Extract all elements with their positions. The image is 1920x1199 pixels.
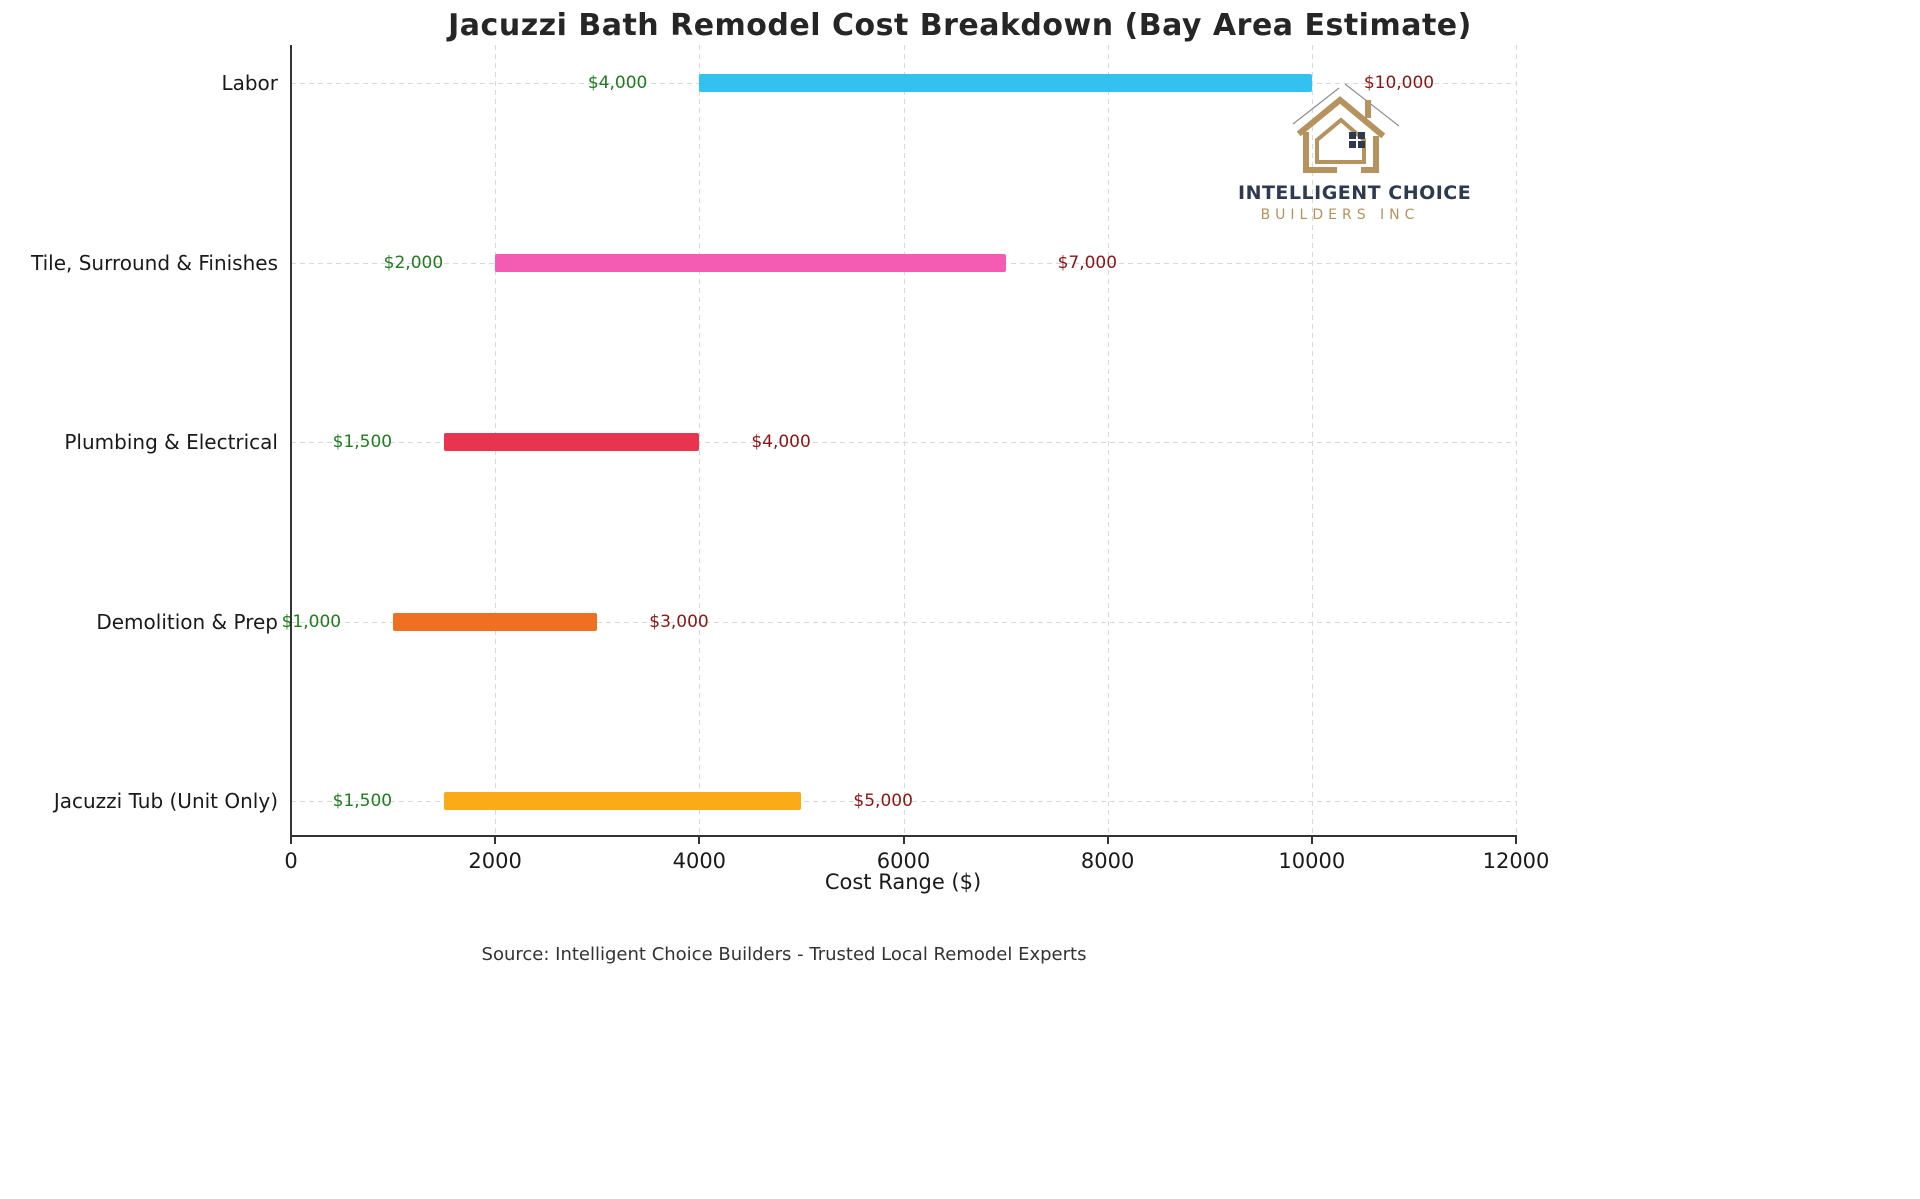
max-value-label: $4,000 [751,432,811,452]
min-value-label: $1,500 [332,432,393,452]
min-value-label: $2,000 [383,252,444,273]
x-tick-label: 0 [284,849,298,873]
max-value-label: $5,000 [853,791,913,811]
chart-title: Jacuzzi Bath Remodel Cost Breakdown (Bay… [448,8,1472,43]
range-bar [393,612,598,631]
category-label: Jacuzzi Tub (Unit Only) [53,789,278,813]
category-label: Tile, Surround & Finishes [30,250,278,275]
x-tick-mark [1310,835,1313,844]
max-value-label: $3,000 [649,611,709,632]
category-label: Labor [221,71,278,95]
x-axis-title: Cost Range ($) [824,870,982,894]
range-bar [444,792,802,810]
x-gridline [1516,45,1517,835]
x-gridline [699,45,701,835]
x-tick-mark [698,835,701,844]
x-tick-label: 12000 [1482,849,1550,873]
y-gridline [291,442,1516,443]
min-value-label: $1,500 [332,791,393,811]
x-tick-label: 10000 [1278,849,1346,873]
x-axis-spine [290,835,1517,837]
range-bar [495,253,1006,272]
x-gridline [1311,45,1313,835]
x-tick-label: 2000 [468,849,522,873]
source-note: Source: Intelligent Choice Builders - Tr… [481,944,1087,965]
x-tick-mark [902,835,905,844]
min-value-label: $4,000 [587,73,648,93]
range-bar [444,433,700,451]
category-label: Demolition & Prep [96,609,278,634]
x-tick-label: 8000 [1080,849,1135,873]
range-bar [699,74,1312,92]
x-tick-mark [1515,835,1517,844]
logo-name: INTELLIGENT CHOICE [1238,182,1472,204]
max-value-label: $7,000 [1057,252,1118,273]
x-tick-label: 4000 [672,849,727,873]
company-logo: INTELLIGENT CHOICE BUILDERS INC [1238,80,1472,223]
y-axis-spine [290,45,292,837]
house-icon [1292,83,1400,173]
x-tick-mark [1106,835,1109,844]
category-label: Plumbing & Electrical [64,430,278,454]
max-value-label: $10,000 [1363,73,1435,93]
min-value-label: $1,000 [281,611,342,632]
logo-subtitle: BUILDERS INC [1260,207,1420,223]
x-gridline [903,45,905,835]
y-gridline [291,801,1516,802]
x-tick-mark [290,835,292,844]
x-gridline [1107,45,1109,835]
x-tick-mark [494,835,497,844]
x-tick-label: 6000 [876,849,931,873]
y-gridline [291,621,1516,623]
